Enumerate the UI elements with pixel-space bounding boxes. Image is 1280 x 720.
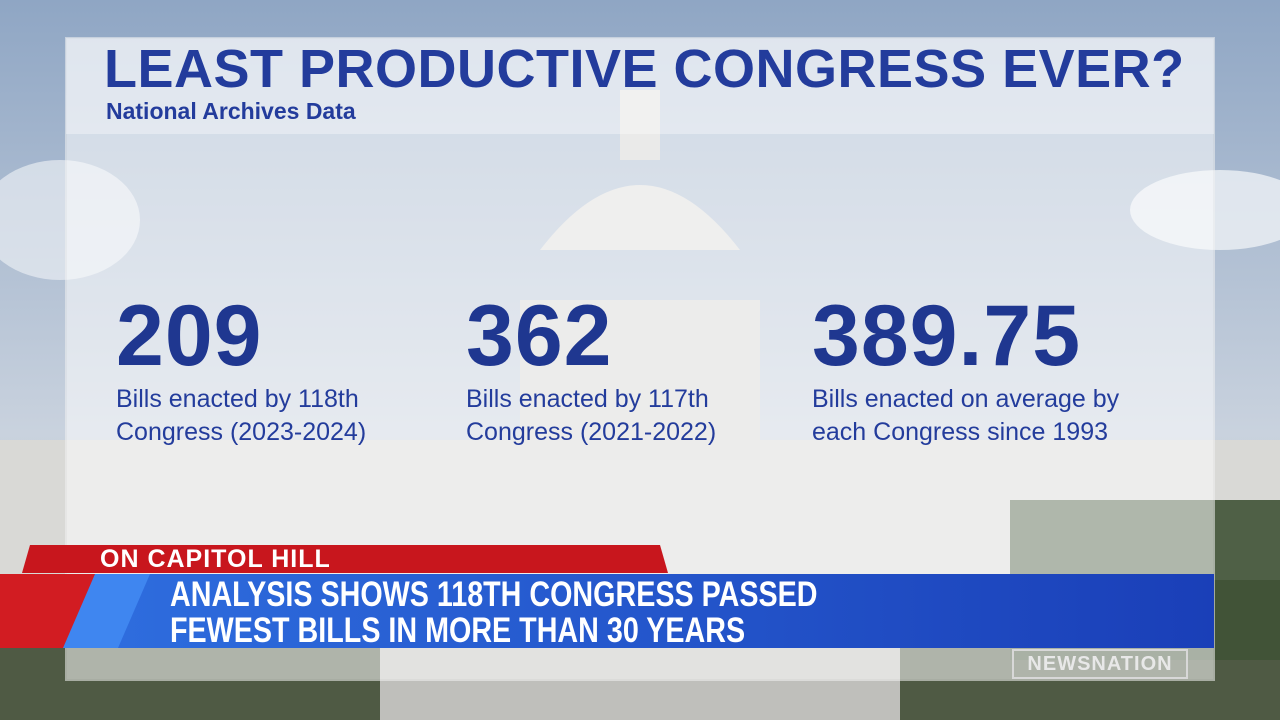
title: LEAST PRODUCTIVE CONGRESS EVER? <box>104 39 1185 99</box>
stat-description: Congress (2023-2024) <box>116 418 367 446</box>
stat-value: 209 <box>116 288 263 384</box>
stat: 209 Bills enacted by 118th Congress (202… <box>116 290 366 448</box>
subtitle: National Archives Data <box>106 98 356 124</box>
headline: ANALYSIS SHOWS 118TH CONGRESS PASSED FEW… <box>170 577 818 649</box>
stat: 362 Bills enacted by 117th Congress (202… <box>466 290 716 448</box>
headline-line: ANALYSIS SHOWS 118TH CONGRESS PASSED <box>170 575 818 614</box>
stat-value: 362 <box>466 288 613 384</box>
banner-label: ON CAPITOL HILL <box>100 545 331 573</box>
logo: NEWSNATION <box>1012 649 1188 679</box>
stat-description: Bills enacted by 117th <box>466 385 709 413</box>
stat-description: Bills enacted on average by <box>812 385 1120 413</box>
headline-line: FEWEST BILLS IN MORE THAN 30 YEARS <box>170 611 746 650</box>
stat-description: Bills enacted by 118th <box>116 385 359 413</box>
stat: 389.75 Bills enacted on average by each … <box>812 290 1119 448</box>
stat-description: Congress (2021-2022) <box>466 418 717 446</box>
stat-description: each Congress since 1993 <box>812 418 1109 446</box>
stat-value: 389.75 <box>812 288 1082 384</box>
